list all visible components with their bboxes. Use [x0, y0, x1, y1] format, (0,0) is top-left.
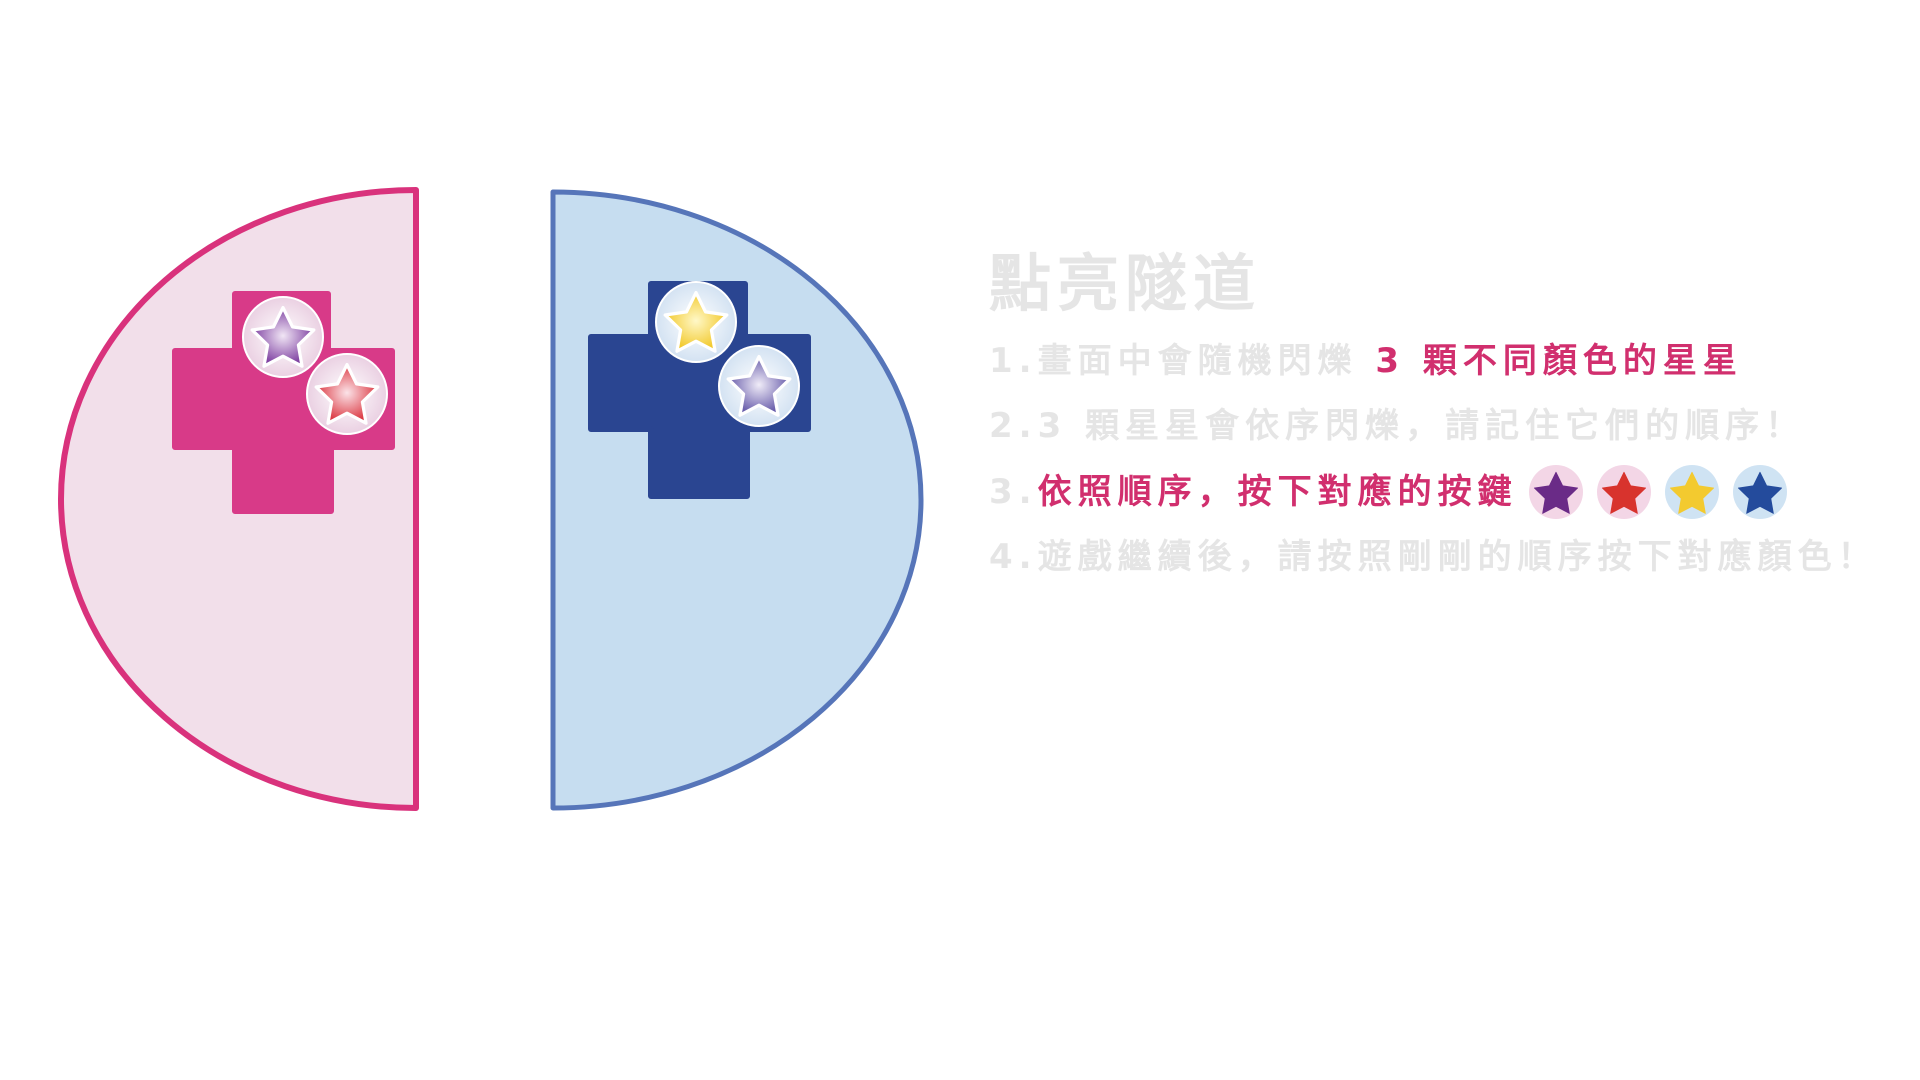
yellow-star-button[interactable]	[655, 281, 737, 363]
right-control-pad	[588, 281, 811, 499]
purple-star-icon	[250, 305, 316, 368]
lavender-star-icon	[726, 354, 792, 417]
yellow-star-icon	[663, 290, 729, 353]
lavender-star-button[interactable]	[718, 345, 800, 427]
left-control-pad	[172, 291, 395, 514]
red-star-button[interactable]	[306, 353, 388, 435]
red-star-icon	[314, 362, 380, 425]
purple-star-button[interactable]	[242, 296, 324, 378]
